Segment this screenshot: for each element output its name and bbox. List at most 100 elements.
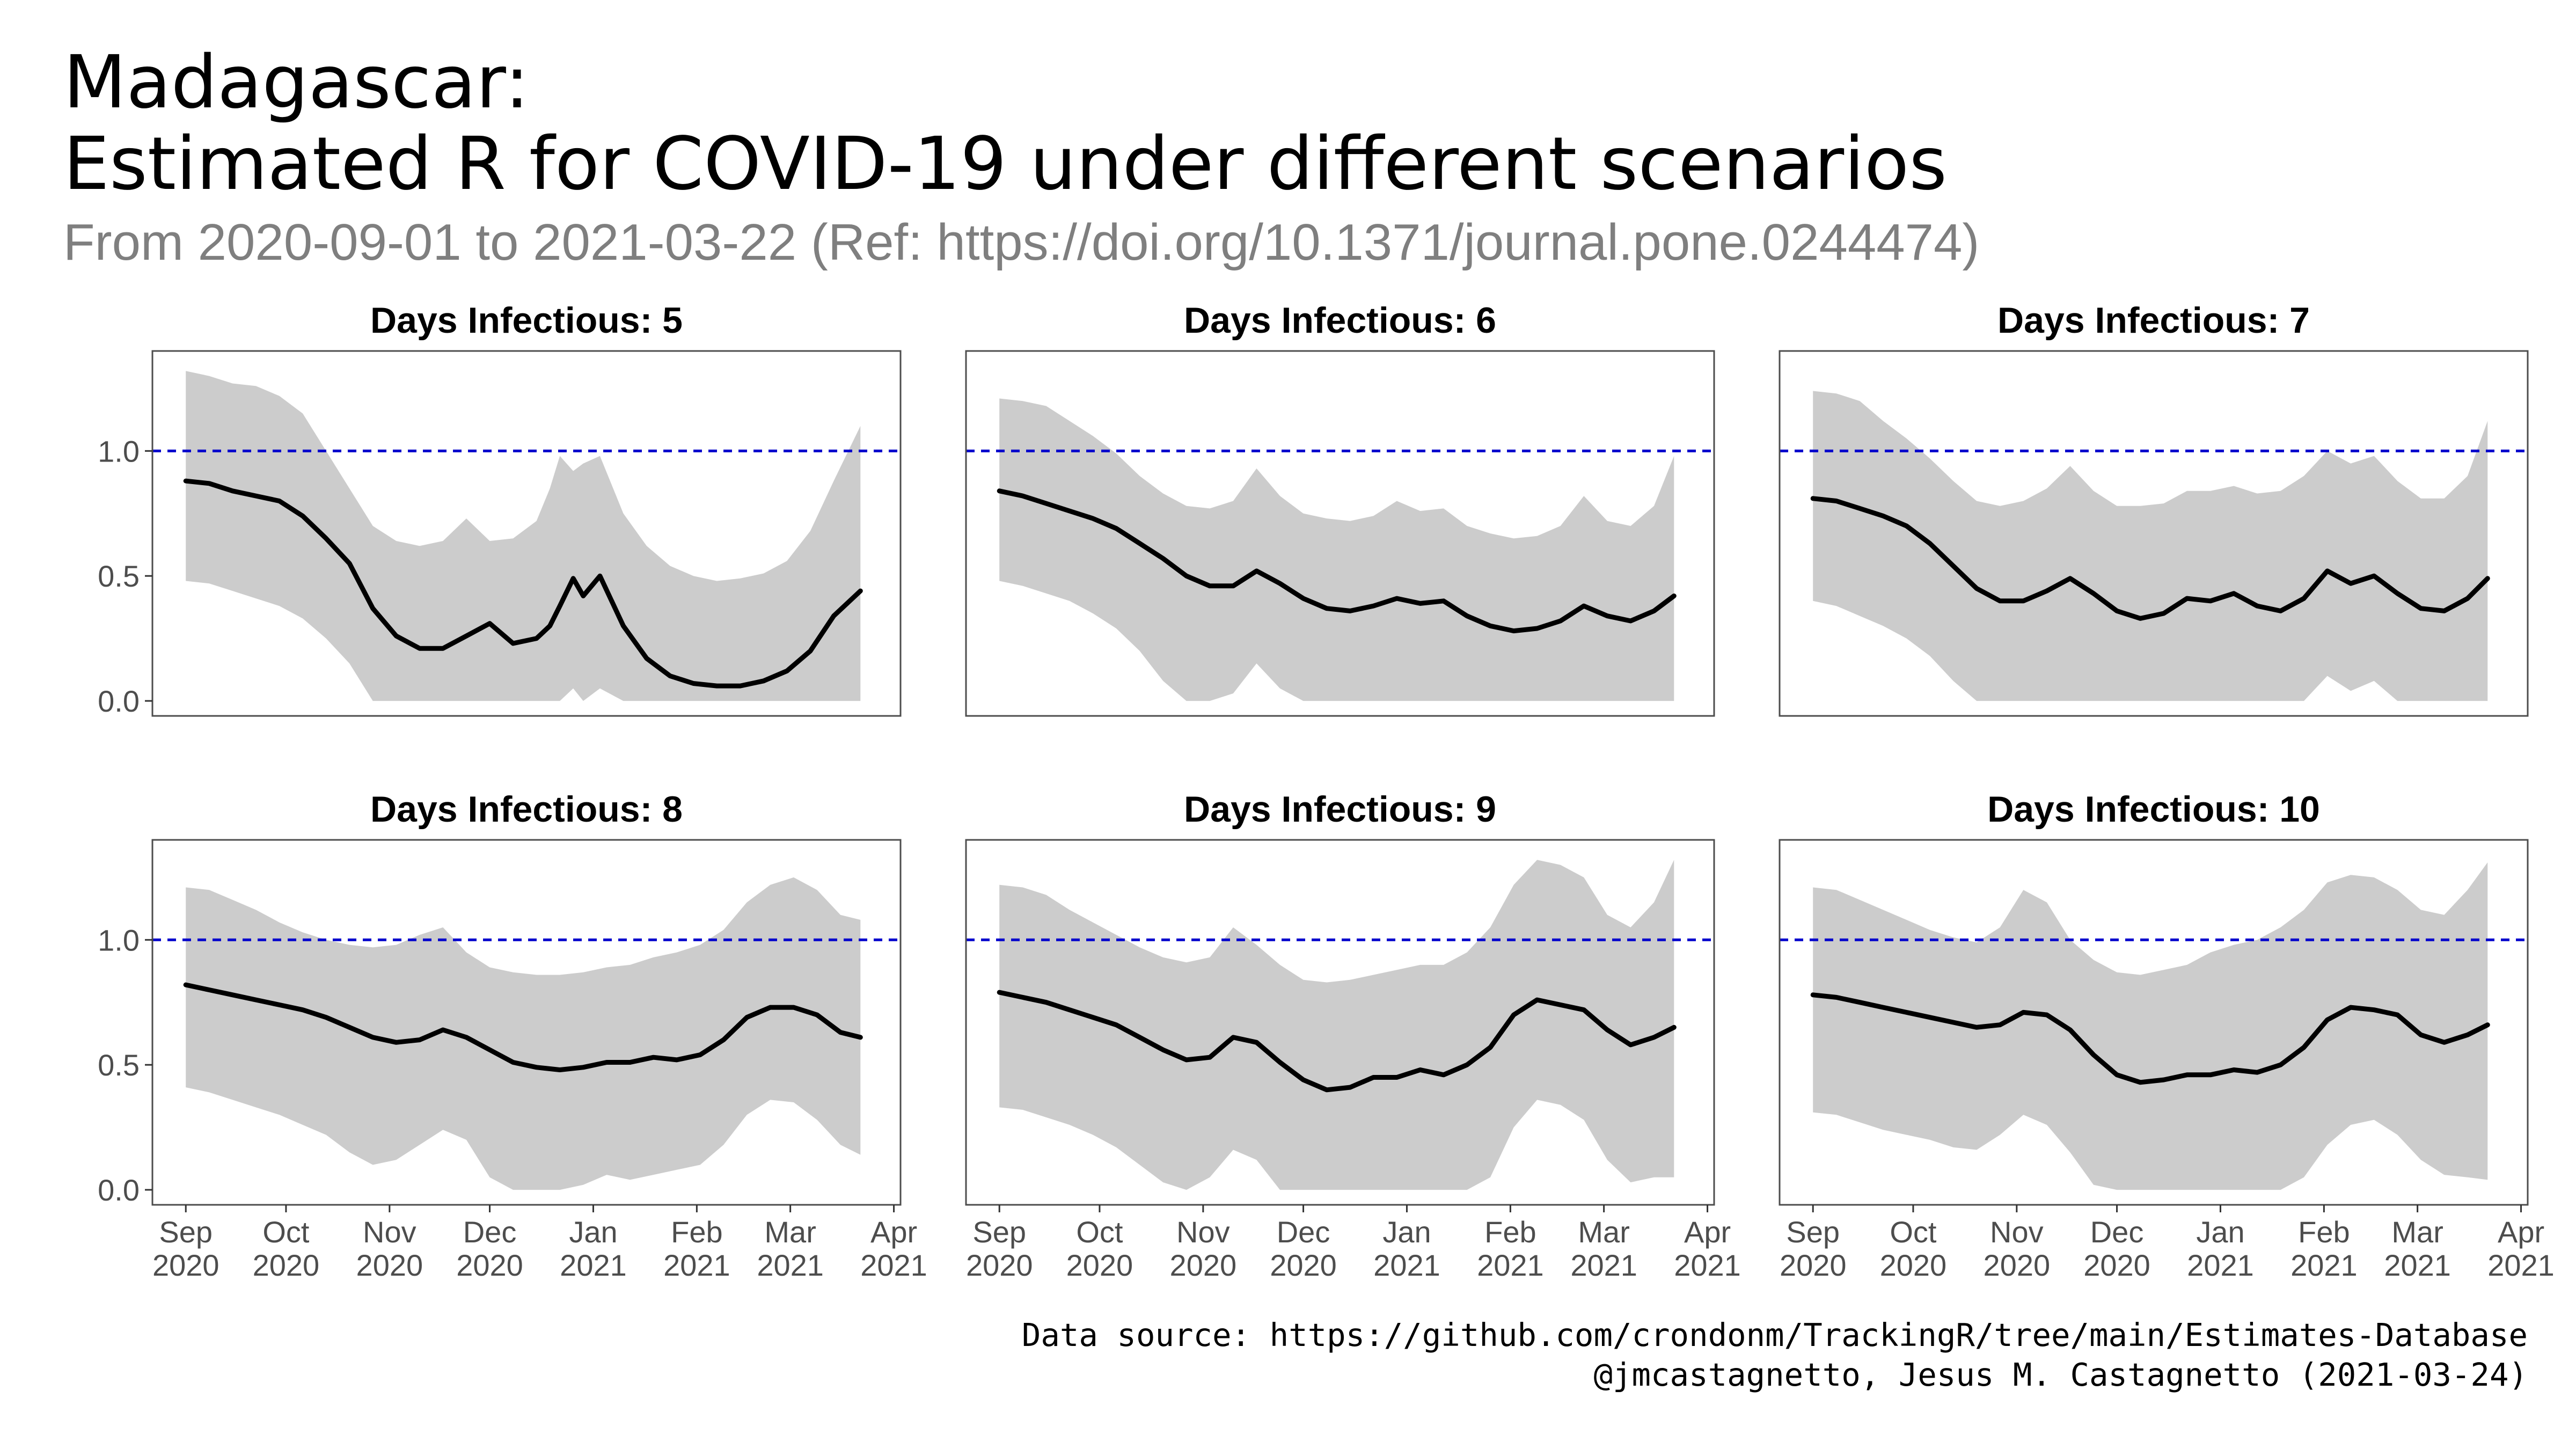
- x-tick-month: Feb: [671, 1215, 723, 1249]
- x-tick-label: Jan 2021: [2187, 1215, 2254, 1282]
- x-tick-year: 2020: [456, 1248, 523, 1282]
- x-tick-month: Mar: [764, 1215, 816, 1249]
- x-tick-year: 2020: [356, 1248, 423, 1282]
- mean-r-line: [997, 488, 1677, 634]
- x-tick-month: Sep: [972, 1215, 1026, 1249]
- x-tick-month: Feb: [2298, 1215, 2350, 1249]
- x-tick-month: Mar: [1578, 1215, 1629, 1249]
- panel-border: [965, 350, 1715, 717]
- x-tick-label: Feb 2021: [663, 1215, 730, 1282]
- x-tick-year: 2021: [757, 1248, 824, 1282]
- x-tick-year: 2021: [2187, 1248, 2254, 1282]
- x-tick-label: Feb 2021: [1477, 1215, 1544, 1282]
- x-tick-label: Sep 2020: [152, 1215, 219, 1282]
- x-tick-month: Nov: [1176, 1215, 1230, 1249]
- x-tick-year: 2020: [152, 1248, 219, 1282]
- chart-subtitle: From 2020-09-01 to 2021-03-22 (Ref: http…: [63, 214, 1980, 271]
- x-tick-label: Dec 2020: [456, 1215, 523, 1282]
- x-tick-year: 2021: [1373, 1248, 1440, 1282]
- x-tick-year: 2020: [1880, 1248, 1947, 1282]
- x-tick-month: Nov: [1990, 1215, 2044, 1249]
- facet-panel: Days Infectious: 5 0.0 0.5 1.0: [98, 300, 902, 718]
- x-tick-year: 2020: [1270, 1248, 1337, 1282]
- x-tick-year: 2021: [2384, 1248, 2451, 1282]
- x-tick-month: Oct: [1890, 1215, 1937, 1249]
- x-tick-label: Oct 2020: [253, 1215, 320, 1282]
- chart-title-line-1: Madagascar:: [63, 40, 530, 125]
- x-tick-month: Sep: [1786, 1215, 1840, 1249]
- facet-panel: Days Infectious: 7: [1779, 300, 2529, 717]
- y-tick-label: 0.5: [98, 559, 140, 593]
- x-tick-label: Jan 2021: [1373, 1215, 1440, 1282]
- panel-title: Days Infectious: 10: [1987, 789, 2320, 830]
- x-tick-year: 2021: [1477, 1248, 1544, 1282]
- x-tick-month: Jan: [569, 1215, 617, 1249]
- x-tick-label: Sep 2020: [966, 1215, 1033, 1282]
- mean-r-line: [183, 478, 863, 689]
- panel-title: Days Infectious: 6: [1184, 300, 1496, 341]
- x-tick-label: Jan 2021: [560, 1215, 627, 1282]
- x-tick-label: Mar 2021: [757, 1215, 824, 1282]
- x-tick-month: Dec: [463, 1215, 517, 1249]
- x-tick-label: Oct 2020: [1066, 1215, 1133, 1282]
- x-tick-month: Apr: [2498, 1215, 2544, 1249]
- x-tick-month: Dec: [2090, 1215, 2144, 1249]
- y-tick-label: 1.0: [98, 434, 140, 468]
- x-tick-label: Mar 2021: [1570, 1215, 1637, 1282]
- mean-r-line: [1810, 992, 2490, 1085]
- chart-title: Madagascar: Estimated R for COVID-19 und…: [63, 42, 1947, 205]
- x-tick-month: Feb: [1484, 1215, 1536, 1249]
- confidence-ribbon: [999, 860, 1674, 1190]
- mean-r-line: [997, 990, 1677, 1093]
- panel-title: Days Infectious: 9: [1184, 789, 1496, 830]
- panel-border: [1779, 350, 2529, 717]
- x-tick-year: 2020: [1984, 1248, 2051, 1282]
- panel-border: [965, 839, 1715, 1206]
- confidence-ribbon: [1813, 862, 2488, 1190]
- y-tick-label: 0.0: [98, 684, 140, 718]
- x-tick-year: 2020: [966, 1248, 1033, 1282]
- x-tick-year: 2021: [560, 1248, 627, 1282]
- x-tick-month: Oct: [1076, 1215, 1123, 1249]
- x-tick-label: Feb 2021: [2290, 1215, 2358, 1282]
- x-tick-year: 2020: [1170, 1248, 1237, 1282]
- x-tick-month: Apr: [870, 1215, 917, 1249]
- x-tick-year: 2020: [253, 1248, 320, 1282]
- x-tick-month: Oct: [262, 1215, 310, 1249]
- x-tick-year: 2021: [1674, 1248, 1741, 1282]
- x-tick-year: 2020: [1066, 1248, 1133, 1282]
- x-tick-label: Apr 2021: [1674, 1215, 1741, 1282]
- confidence-ribbon: [186, 877, 861, 1190]
- panel-title: Days Infectious: 8: [370, 789, 683, 830]
- y-tick-label: 1.0: [98, 923, 140, 957]
- mean-r-line: [1810, 496, 2490, 621]
- x-tick-label: Apr 2021: [2487, 1215, 2555, 1282]
- x-tick-label: Apr 2021: [860, 1215, 927, 1282]
- x-tick-month: Sep: [159, 1215, 213, 1249]
- x-tick-year: 2021: [1570, 1248, 1637, 1282]
- confidence-ribbon: [999, 398, 1674, 701]
- panel-border: [1779, 839, 2529, 1206]
- chart-title-line-2: Estimated R for COVID-19 under different…: [63, 122, 1948, 207]
- x-tick-label: Nov 2020: [356, 1215, 423, 1282]
- x-tick-label: Oct 2020: [1880, 1215, 1947, 1282]
- y-tick-label: 0.0: [98, 1173, 140, 1207]
- author-caption: @jmcastagnetto, Jesus M. Castagnetto (20…: [1593, 1356, 2528, 1393]
- x-tick-label: Dec 2020: [1270, 1215, 1337, 1282]
- mean-r-line: [183, 982, 863, 1072]
- x-tick-month: Dec: [1277, 1215, 1330, 1249]
- x-tick-year: 2020: [2083, 1248, 2150, 1282]
- x-tick-month: Mar: [2391, 1215, 2443, 1249]
- x-tick-year: 2021: [663, 1248, 730, 1282]
- x-tick-label: Mar 2021: [2384, 1215, 2451, 1282]
- x-tick-label: Dec 2020: [2083, 1215, 2150, 1282]
- panel-border: [151, 350, 902, 717]
- confidence-ribbon: [186, 371, 861, 701]
- x-tick-year: 2021: [860, 1248, 927, 1282]
- y-tick-label: 0.5: [98, 1048, 140, 1082]
- panel-title: Days Infectious: 5: [370, 300, 683, 341]
